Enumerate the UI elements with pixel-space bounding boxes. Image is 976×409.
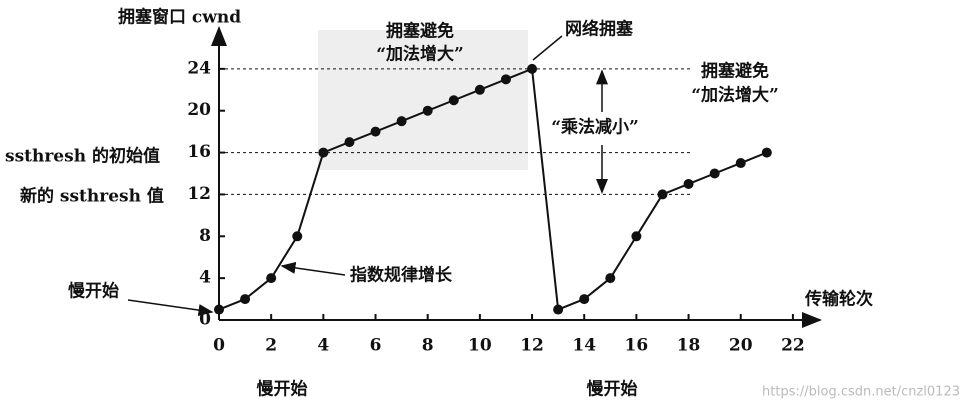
- x-tick-label: 6: [370, 336, 382, 356]
- point: [527, 63, 538, 74]
- point: [240, 294, 251, 305]
- x-tick-label: 0: [213, 336, 225, 356]
- x-axis-label: 传输轮次: [804, 289, 873, 310]
- x-tick-label: 2: [265, 336, 277, 356]
- point: [683, 178, 694, 189]
- point: [579, 294, 590, 305]
- annotation: “加法增大”: [691, 85, 779, 106]
- point: [292, 231, 303, 242]
- x-tick-label: 18: [677, 336, 701, 356]
- point: [344, 137, 355, 148]
- annotation: 指数规律增长: [350, 265, 453, 286]
- point: [553, 304, 564, 315]
- leader: [280, 261, 346, 276]
- y-tick-label: 16: [187, 142, 211, 162]
- x-tick-label: 20: [729, 336, 753, 356]
- line: [218, 67, 768, 311]
- y-tick-label: 20: [187, 100, 211, 120]
- x-tick-label: 4: [317, 336, 329, 356]
- x-tick-label: 22: [781, 336, 805, 356]
- point: [214, 304, 224, 315]
- annotation: “乘法减小”: [551, 117, 639, 138]
- point: [396, 116, 407, 127]
- annotation: “加法增大”: [376, 44, 464, 65]
- annotation: 慢开始: [68, 281, 119, 302]
- x-tick-label: 16: [625, 336, 649, 356]
- annotation: 拥塞避免: [701, 61, 769, 82]
- leader: [127, 299, 214, 317]
- point: [605, 273, 616, 284]
- annotation: 拥塞避免: [386, 21, 454, 42]
- shade: [318, 30, 528, 170]
- x-tick-label: 14: [572, 336, 596, 356]
- point: [631, 231, 642, 242]
- annotation: 慢开始: [587, 379, 638, 400]
- y-axis-label: 拥塞窗口 cwnd: [118, 7, 241, 28]
- point: [761, 147, 772, 158]
- x-tick-label: 10: [468, 336, 492, 356]
- x-tick-label: 12: [520, 336, 544, 356]
- point: [318, 147, 329, 158]
- y-tick-label: 4: [199, 268, 211, 288]
- y-tick-label: 8: [199, 226, 211, 246]
- annotation: ssthresh 的初始值: [5, 146, 160, 167]
- point: [735, 158, 746, 169]
- leader: [532, 35, 563, 61]
- point: [500, 74, 511, 85]
- y-tick-label: 0: [199, 310, 211, 330]
- point: [657, 189, 668, 200]
- point: [370, 126, 381, 137]
- y-tick-label: 24: [187, 58, 211, 78]
- y-tick-label: 12: [187, 184, 211, 204]
- point: [709, 168, 720, 179]
- point: [266, 273, 277, 284]
- point: [474, 84, 485, 95]
- x-tick-label: 8: [422, 336, 434, 356]
- annotation: 慢开始: [257, 379, 308, 400]
- point: [448, 95, 459, 106]
- annotation: 新的 ssthresh 值: [20, 186, 164, 207]
- watermark: https://blog.csdn.net/cnzl0123: [762, 385, 960, 400]
- annotation: 网络拥塞: [565, 19, 634, 40]
- point: [422, 105, 433, 116]
